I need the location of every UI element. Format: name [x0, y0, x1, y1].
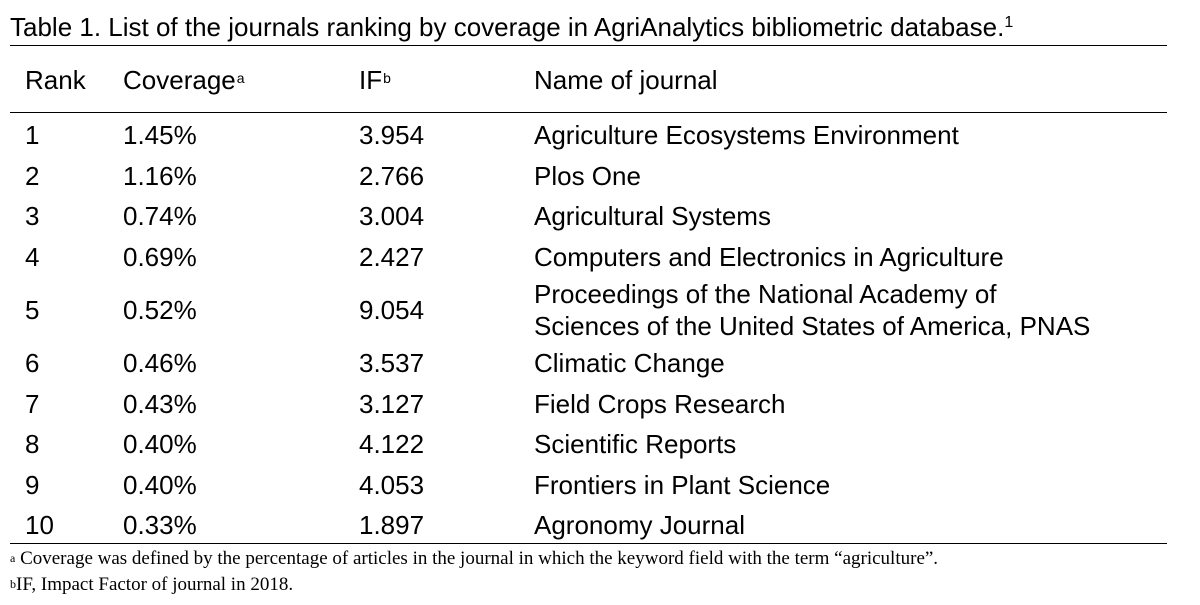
table-row: 5 0.52% 9.054 Proceedings of the National A… — [0, 277, 1200, 343]
cell-rank: 10 — [25, 510, 54, 540]
cell-impact-factor: 3.954 — [359, 120, 425, 150]
journal-name-line: Frontiers in Plant Science — [534, 469, 831, 500]
footnote-marker: a — [10, 551, 16, 565]
journal-name-line: Agricultural Systems — [534, 201, 771, 231]
cell-journal-name: Agriculture Ecosystems Environment — [534, 115, 959, 155]
table-row: 4 0.69% 2.427 Computers and Electronics in … — [0, 237, 1200, 277]
header-rank: Rank — [25, 65, 86, 95]
cell-impact-factor: 9.054 — [359, 295, 425, 325]
journal-name-line: Agriculture Ecosystems Environment — [534, 120, 959, 150]
header-coverage: Coveragea — [123, 62, 245, 98]
table-header-rule — [10, 112, 1167, 113]
footnote-text: IF, Impact Factor of journal in 2018. — [16, 574, 294, 595]
cell-journal-name: Plos One — [534, 156, 641, 196]
journal-name-line: Proceedings of the National Academy of — [534, 279, 997, 309]
table-caption: Table 1. List of the journals ranking by… — [10, 10, 1013, 44]
table-row: 6 0.46% 3.537 Climatic Change — [0, 343, 1200, 383]
cell-journal-name: Frontiers in Plant Science — [534, 465, 830, 505]
table-row: 3 0.74% 3.004 Agricultural Systems — [0, 196, 1200, 236]
cell-journal-name: Agricultural Systems — [534, 196, 771, 236]
cell-coverage: 1.45% — [123, 120, 197, 150]
caption-text: Table 1. List of the journals ranking by… — [10, 12, 1005, 42]
cell-impact-factor: 3.004 — [359, 201, 425, 231]
cell-journal-name: Agronomy Journal — [534, 505, 745, 545]
cell-journal-name: Climatic Change — [534, 343, 725, 383]
table-row: 1 1.45% 3.954 Agriculture Ecosystems Enviro… — [0, 115, 1200, 155]
header-coverage-sup: a — [236, 70, 245, 86]
cell-rank: 5 — [25, 295, 40, 325]
header-coverage-label: Coverage — [123, 65, 236, 95]
journal-name-line: Agronomy Journal — [534, 510, 745, 540]
cell-rank: 4 — [25, 241, 40, 272]
cell-rank: 1 — [25, 120, 40, 150]
footnotes: a Coverage was defined by the percentage… — [10, 546, 938, 598]
cell-coverage: 0.33% — [123, 510, 197, 540]
journal-name-line: Computers and Electronics in Agriculture — [534, 241, 1004, 272]
footnote-a: a Coverage was defined by the percentage… — [10, 546, 938, 572]
cell-coverage: 0.40% — [123, 469, 197, 500]
header-journal-name: Name of journal — [534, 65, 718, 95]
cell-coverage: 0.69% — [123, 241, 197, 272]
cell-impact-factor: 4.122 — [359, 429, 425, 459]
cell-coverage: 0.40% — [123, 429, 197, 459]
table-row: 9 0.40% 4.053 Frontiers in Plant Science — [0, 465, 1200, 505]
header-if: IFb — [359, 62, 391, 98]
footnote-b: bIF, Impact Factor of journal in 2018. — [10, 572, 938, 598]
cell-coverage: 0.43% — [123, 388, 197, 419]
cell-journal-name: Proceedings of the National Academy of Sc… — [534, 278, 1090, 342]
cell-impact-factor: 3.127 — [359, 388, 425, 419]
journal-name-line: Sciences of the United States of America… — [534, 311, 1091, 341]
caption-superscript: 1 — [1004, 14, 1014, 31]
journal-name-line: Scientific Reports — [534, 429, 737, 459]
cell-rank: 8 — [25, 429, 40, 459]
cell-impact-factor: 4.053 — [359, 469, 425, 500]
cell-coverage: 0.46% — [123, 348, 197, 378]
table-top-rule — [10, 45, 1167, 46]
cell-impact-factor: 2.766 — [359, 160, 425, 191]
cell-impact-factor: 3.537 — [359, 348, 425, 378]
cell-impact-factor: 2.427 — [359, 241, 425, 272]
cell-impact-factor: 1.897 — [359, 510, 425, 540]
table-bottom-rule — [10, 543, 1167, 544]
cell-rank: 9 — [25, 469, 40, 500]
table-row: 7 0.43% 3.127 Field Crops Research — [0, 384, 1200, 424]
table-row: 10 0.33% 1.897 Agronomy Journal — [0, 505, 1200, 545]
cell-rank: 2 — [25, 160, 40, 191]
cell-journal-name: Field Crops Research — [534, 384, 785, 424]
cell-rank: 3 — [25, 201, 40, 231]
cell-rank: 7 — [25, 388, 40, 419]
cell-rank: 6 — [25, 348, 40, 378]
table-header-row: Rank Coveragea IFb Name of journal — [0, 62, 1200, 98]
journal-name-line: Climatic Change — [534, 348, 725, 378]
header-if-sup: b — [383, 70, 391, 86]
journal-name-line: Plos One — [534, 160, 641, 191]
table-row: 2 1.16% 2.766 Plos One — [0, 156, 1200, 196]
cell-coverage: 0.52% — [123, 295, 197, 325]
header-if-label: IF — [359, 65, 383, 95]
footnote-text: Coverage was defined by the percentage o… — [15, 548, 939, 569]
cell-journal-name: Scientific Reports — [534, 424, 736, 464]
cell-coverage: 1.16% — [123, 160, 197, 191]
footnote-marker: b — [10, 577, 16, 591]
cell-coverage: 0.74% — [123, 201, 197, 231]
table-row: 8 0.40% 4.122 Scientific Reports — [0, 424, 1200, 464]
journal-name-line: Field Crops Research — [534, 388, 786, 419]
cell-journal-name: Computers and Electronics in Agriculture — [534, 237, 1004, 277]
